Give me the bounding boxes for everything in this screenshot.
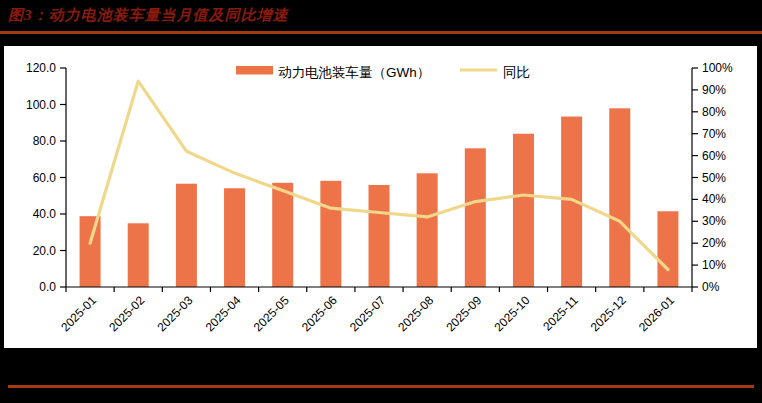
x-tick-label: 2025-08: [395, 293, 436, 334]
right-tick-label: 40%: [702, 192, 726, 206]
right-tick-label: 70%: [702, 127, 726, 141]
right-tick-label: 30%: [702, 214, 726, 228]
title-divider: [0, 31, 762, 34]
left-tick-label: 100.0: [26, 98, 56, 112]
bar-2025-10: [513, 134, 534, 287]
x-tick-label: 2025-05: [251, 293, 292, 334]
right-tick-label: 100%: [702, 61, 733, 75]
battery-install-combo-chart: 0.0 20.0 40.0 60.0 80.0 100.0 120.0 0% 10% 20% 30%…: [4, 46, 757, 348]
left-tick-label: 80.0: [33, 134, 57, 148]
left-tick-label: 20.0: [33, 244, 57, 258]
x-tick-label: 2025-07: [347, 293, 388, 334]
bar-2025-04: [224, 188, 245, 287]
legend-bar-label: 动力电池装车量（GWh）: [278, 65, 430, 80]
footer-divider: [8, 385, 754, 388]
x-tick-label: 2025-10: [492, 293, 533, 334]
right-tick-label: 10%: [702, 258, 726, 272]
x-tick-label: 2025-12: [588, 293, 629, 334]
bar-2025-07: [369, 185, 390, 287]
bar-2025-06: [320, 181, 341, 287]
x-tick-label: 2025-02: [106, 293, 147, 334]
bar-2025-02: [128, 223, 149, 287]
bar-2025-01: [80, 216, 101, 287]
figure-title: 图3：动力电池装车量当月值及同比增速: [8, 6, 289, 25]
right-tick-label: 0%: [702, 280, 720, 294]
x-tick-label: 2025-01: [58, 293, 99, 334]
bar-2025-09: [465, 148, 486, 287]
x-tick-label: 2025-11: [540, 293, 581, 334]
right-tick-label: 80%: [702, 105, 726, 119]
chart-panel: 0.0 20.0 40.0 60.0 80.0 100.0 120.0 0% 10% 20% 30%…: [4, 46, 757, 348]
bar-2025-12: [609, 108, 630, 287]
x-tick-label: 2025-04: [203, 293, 244, 334]
page: 图3：动力电池装车量当月值及同比增速 0.0 20.0 40.0 60.0 80.0 10…: [0, 0, 762, 403]
x-tick-label: 2025-03: [154, 293, 195, 334]
x-tick-label: 2025-06: [299, 293, 340, 334]
left-tick-label: 40.0: [33, 207, 57, 221]
legend-bar-swatch: [236, 66, 273, 75]
bar-2025-08: [417, 173, 438, 287]
x-tick-label: 2025-09: [443, 293, 484, 334]
bar-2026-01: [657, 211, 678, 287]
left-tick-label: 120.0: [26, 61, 56, 75]
right-tick-label: 20%: [702, 236, 726, 250]
right-tick-label: 50%: [702, 171, 726, 185]
legend-line-label: 同比: [503, 65, 530, 80]
right-tick-label: 90%: [702, 83, 726, 97]
x-tick-label: 2026-01: [636, 293, 677, 334]
right-tick-label: 60%: [702, 149, 726, 163]
left-tick-label: 0.0: [39, 280, 56, 294]
left-tick-label: 60.0: [33, 171, 57, 185]
bar-2025-03: [176, 184, 197, 287]
bar-2025-05: [272, 183, 293, 287]
